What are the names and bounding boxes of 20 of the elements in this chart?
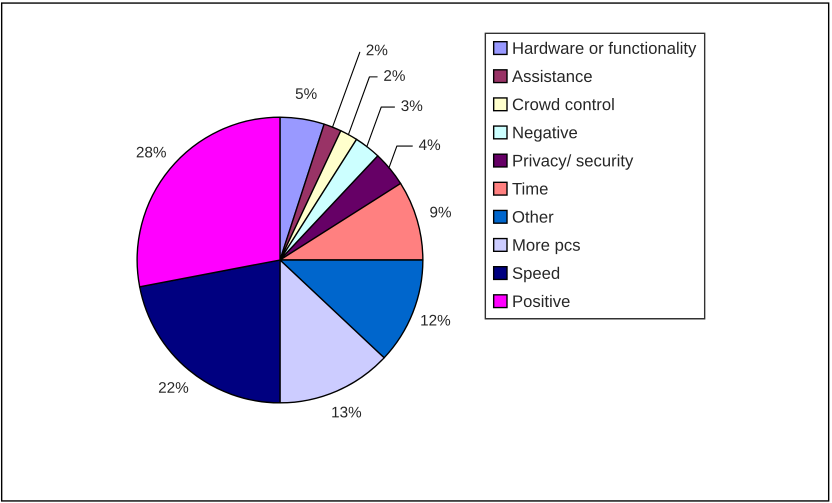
data-label: 2% [366, 44, 388, 56]
data-label: 4% [418, 139, 440, 150]
data-label: 2% [384, 70, 405, 81]
legend-label: Privacy/ security [513, 154, 634, 170]
data-label: 28% [136, 146, 166, 158]
data-label: 3% [401, 100, 422, 112]
legend-label: Time [512, 182, 548, 195]
legend-label: Negative [513, 126, 578, 142]
legend-label: Crowd control [512, 98, 614, 110]
data-label: 13% [332, 406, 362, 418]
legend-label: Assistance [512, 70, 592, 82]
data-label: 9% [430, 206, 452, 218]
data-label: 5% [296, 88, 317, 100]
data-label: 12% [421, 314, 450, 326]
legend-label: Other [512, 210, 554, 223]
data-label: 22% [158, 382, 188, 393]
legend-label: Speed [512, 266, 560, 282]
legend-label: Positive [513, 294, 570, 308]
legend-label: Hardware or functionality [513, 42, 696, 58]
legend-label: More pcs [513, 239, 580, 254]
